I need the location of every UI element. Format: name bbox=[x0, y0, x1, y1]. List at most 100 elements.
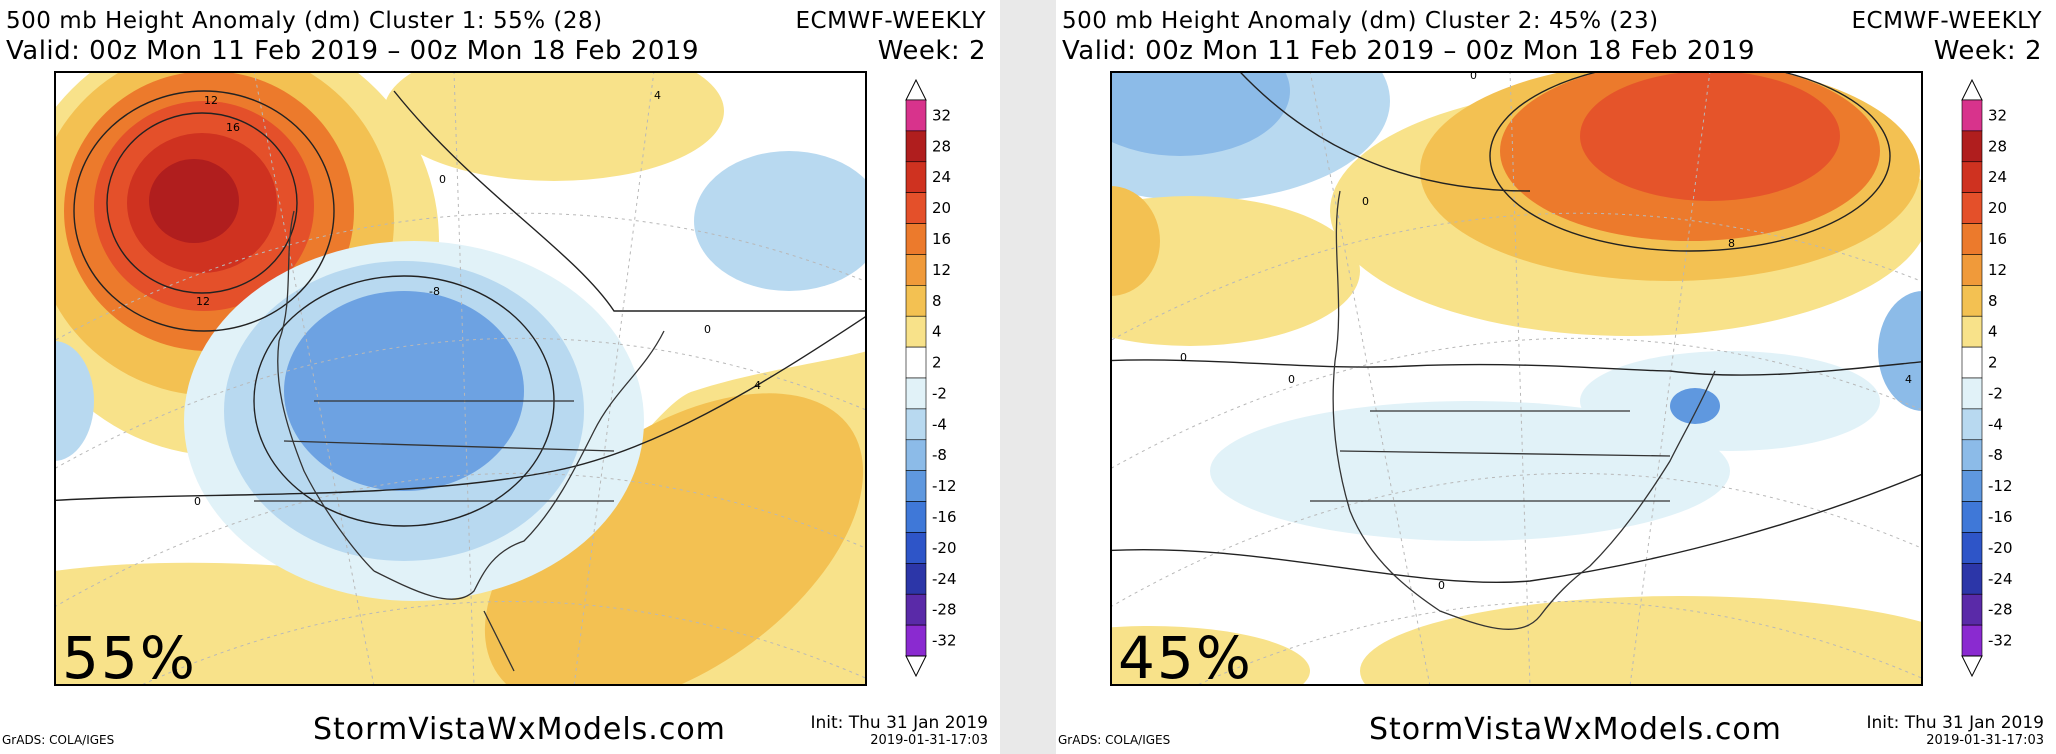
forecast-panel-1: 500 mb Height Anomaly (dm) Cluster 1: 55… bbox=[0, 0, 1000, 754]
colorbar-min-arrow bbox=[1961, 655, 1983, 678]
contour-label: 0 bbox=[1470, 71, 1477, 82]
colorbar-label: 16 bbox=[932, 230, 951, 248]
colorbar-swatch bbox=[905, 624, 927, 657]
colorbar-swatch bbox=[905, 285, 927, 317]
positive-anomaly-region bbox=[1110, 626, 1310, 686]
colorbar-swatch bbox=[905, 161, 927, 193]
colorbar-swatch bbox=[1961, 563, 1983, 595]
colorbar-swatch bbox=[1961, 439, 1983, 471]
colorbar-swatch bbox=[1961, 593, 1983, 626]
colorbar-swatch bbox=[905, 254, 927, 286]
colorbar-swatch bbox=[905, 315, 927, 348]
colorbar-swatch bbox=[905, 439, 927, 471]
grads-credit: GrADS: COLA/IGES bbox=[2, 733, 115, 747]
positive-anomaly-region bbox=[1110, 196, 1360, 346]
colorbar-swatch bbox=[1961, 192, 1983, 224]
colorbar-label: -4 bbox=[1988, 415, 2003, 433]
colorbar-label: -24 bbox=[1988, 570, 2013, 588]
colorbar-swatch bbox=[1961, 254, 1983, 286]
watermark: StormVistaWxModels.com bbox=[1369, 712, 1782, 747]
colorbar-swatch bbox=[905, 532, 927, 564]
colorbar-label: 28 bbox=[1988, 137, 2007, 155]
colorbar-label: 24 bbox=[932, 168, 951, 186]
colorbar-label: -8 bbox=[932, 446, 947, 464]
colorbar-swatch bbox=[905, 563, 927, 595]
grads-credit: GrADS: COLA/IGES bbox=[1058, 733, 1171, 747]
generation-timestamp: 2019-01-31-17:03 bbox=[870, 733, 988, 748]
model-source: ECMWF-WEEKLY bbox=[795, 8, 986, 34]
valid-period: Valid: 00z Mon 11 Feb 2019 – 00z Mon 18 … bbox=[1062, 36, 1755, 66]
contour-label: 0 bbox=[1362, 195, 1369, 208]
init-time: Init: Thu 31 Jan 2019 bbox=[810, 713, 988, 733]
colorbar-label: 12 bbox=[932, 261, 951, 279]
colorbar-swatch bbox=[1961, 470, 1983, 502]
positive-anomaly-region bbox=[1580, 71, 1840, 201]
contour-label: 0 bbox=[1180, 351, 1187, 364]
colorbar-swatch bbox=[905, 192, 927, 224]
cluster-percentage: 55% bbox=[62, 624, 197, 692]
colorbar-label: -32 bbox=[1988, 632, 2013, 650]
colorbar-swatch bbox=[905, 470, 927, 502]
contour-label: 4 bbox=[654, 89, 661, 102]
colorbar-label: -4 bbox=[932, 415, 947, 433]
colorbar: 32 28 24 20 16 12 8 4 2 -2 -4 -8 -12 -16 -20 -24 -28 -32 bbox=[1961, 78, 2013, 678]
negative-anomaly-region bbox=[54, 341, 94, 461]
negative-anomaly-region bbox=[1878, 291, 1923, 411]
colorbar-swatch bbox=[1961, 501, 1983, 533]
colorbar-min-arrow bbox=[905, 655, 927, 678]
panel-title: 500 mb Height Anomaly (dm) Cluster 1: 55… bbox=[6, 8, 603, 34]
colorbar-label: 4 bbox=[1988, 323, 1998, 341]
colorbar-label: -12 bbox=[932, 477, 957, 495]
colorbar-swatch bbox=[1961, 315, 1983, 348]
colorbar-label: -2 bbox=[932, 384, 947, 402]
colorbar-swatch bbox=[1961, 624, 1983, 657]
colorbar-label: 20 bbox=[932, 199, 951, 217]
contour-label: 0 bbox=[704, 323, 711, 336]
colorbar-label: -16 bbox=[1988, 508, 2013, 526]
colorbar-swatch bbox=[1961, 130, 1983, 163]
colorbar-swatch bbox=[1961, 408, 1983, 441]
colorbar-label: 24 bbox=[1988, 168, 2007, 186]
contour-label: 12 bbox=[204, 94, 218, 107]
colorbar-label: 8 bbox=[1988, 292, 1998, 310]
positive-anomaly-region bbox=[484, 393, 864, 686]
colorbar-label: 12 bbox=[1988, 261, 2007, 279]
week-label: Week: 2 bbox=[877, 36, 986, 66]
positive-anomaly-region bbox=[149, 159, 239, 243]
colorbar-label: 4 bbox=[932, 323, 942, 341]
colorbar-label: 28 bbox=[932, 137, 951, 155]
colorbar-swatch bbox=[1961, 285, 1983, 317]
colorbar-swatch bbox=[1961, 346, 1983, 379]
contour-label: 12 bbox=[196, 295, 210, 308]
contour-label: 0 bbox=[439, 173, 446, 186]
colorbar-label: -28 bbox=[1988, 601, 2013, 619]
positive-anomaly-region bbox=[1110, 186, 1160, 296]
colorbar-label: 32 bbox=[1988, 106, 2007, 124]
colorbar-swatch bbox=[905, 130, 927, 163]
colorbar-swatch bbox=[905, 223, 927, 255]
anomaly-map: 0 0 8 0 0 4 0 bbox=[1110, 71, 1923, 686]
colorbar-label: 2 bbox=[932, 354, 942, 372]
cluster-percentage: 45% bbox=[1118, 624, 1253, 692]
contour-label: 4 bbox=[1905, 373, 1912, 386]
colorbar-label: -16 bbox=[932, 508, 957, 526]
negative-anomaly-region bbox=[1210, 401, 1730, 541]
colorbar-swatch bbox=[1961, 532, 1983, 564]
contour-label: 8 bbox=[1728, 237, 1735, 250]
colorbar-swatch bbox=[905, 99, 927, 132]
positive-anomaly-region bbox=[1360, 596, 1923, 686]
colorbar-swatch bbox=[1961, 223, 1983, 255]
negative-anomaly-region bbox=[694, 151, 867, 291]
negative-anomaly-region bbox=[284, 291, 524, 491]
forecast-panel-2: 500 mb Height Anomaly (dm) Cluster 2: 45… bbox=[1056, 0, 2056, 754]
colorbar: 32 28 24 20 16 12 8 4 2 -2 -4 -8 -12 -16 -20 -24 -28 -32 bbox=[905, 78, 957, 678]
negative-anomaly-region bbox=[1580, 351, 1880, 451]
colorbar-swatch bbox=[1961, 161, 1983, 193]
contour-label: 0 bbox=[194, 495, 201, 508]
colorbar-label: -2 bbox=[1988, 384, 2003, 402]
anomaly-map: 12 16 12 0 4 -8 0 4 0 bbox=[54, 71, 867, 686]
colorbar-label: -20 bbox=[1988, 539, 2013, 557]
colorbar-swatch bbox=[905, 346, 927, 379]
colorbar-swatch bbox=[1961, 377, 1983, 410]
colorbar-label: 8 bbox=[932, 292, 942, 310]
